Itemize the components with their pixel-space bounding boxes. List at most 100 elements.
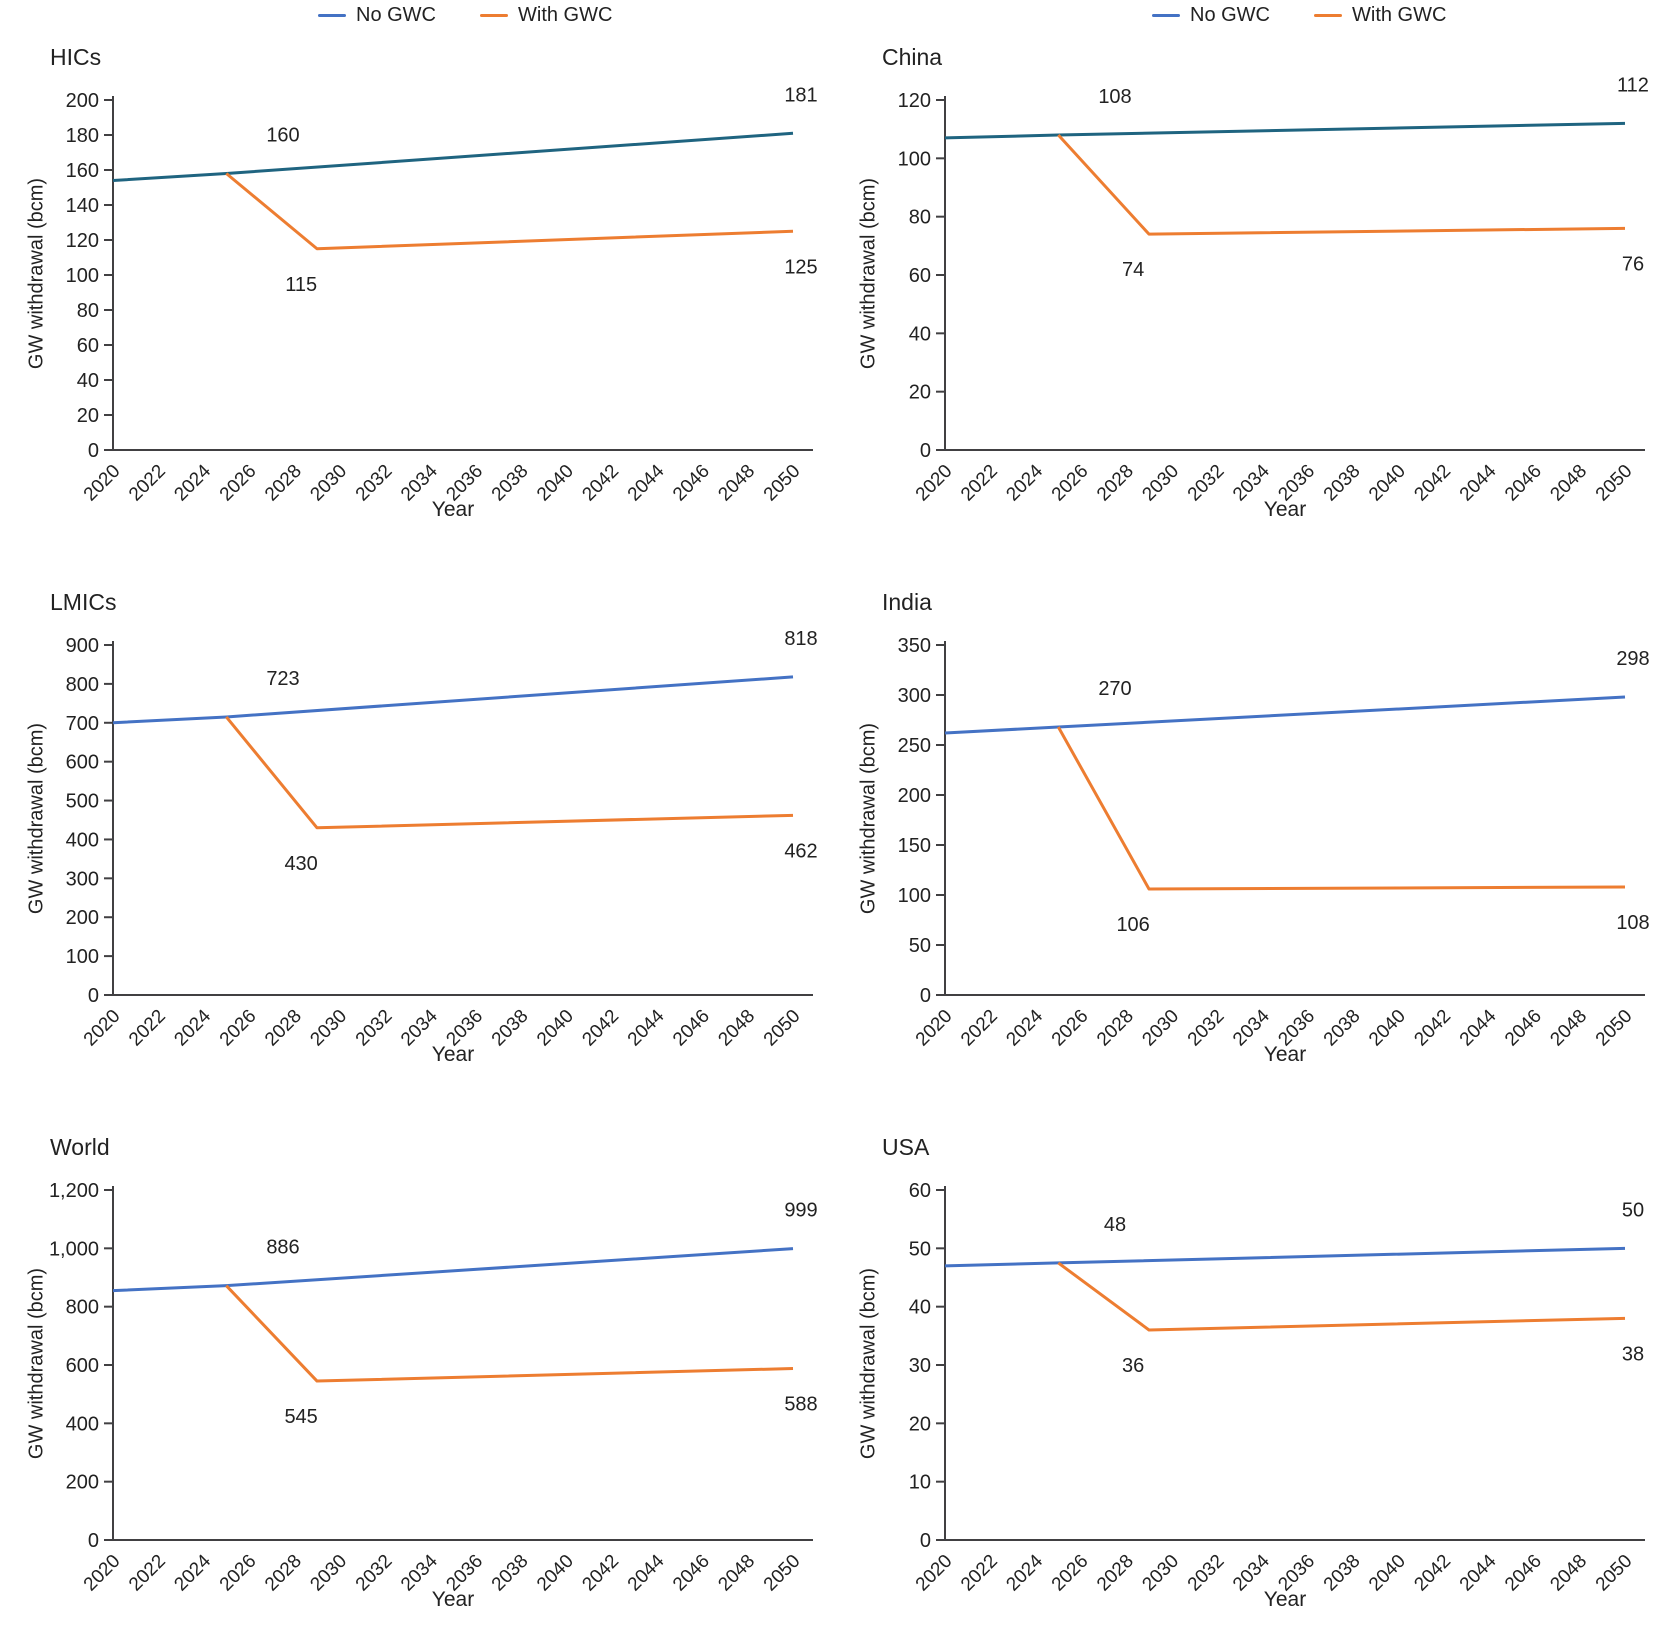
x-tick-label: 2048 xyxy=(714,1006,759,1051)
y-tick-label: 180 xyxy=(66,125,99,147)
y-tick-label: 300 xyxy=(66,868,99,890)
annotation-with-gwc-2050-value: 588 xyxy=(784,1394,817,1416)
y-tick-label: 100 xyxy=(898,885,931,907)
x-tick-label: 2046 xyxy=(1501,1006,1546,1051)
x-tick-label: 2050 xyxy=(760,1006,805,1051)
legend-item-with-gwc: With GWC xyxy=(480,4,612,27)
x-tick-label: 2022 xyxy=(957,1006,1002,1051)
x-tick-label: 2022 xyxy=(125,461,170,506)
x-axis-title: Year xyxy=(1263,1588,1307,1611)
x-tick-label: 2044 xyxy=(1456,1005,1501,1050)
y-tick-label: 20 xyxy=(77,405,99,427)
with-gwc-line-swatch-icon xyxy=(1314,14,1342,17)
annotation-no-gwc-2050-value: 818 xyxy=(784,628,817,650)
annotation-with-gwc-min-value: 74 xyxy=(1122,259,1144,281)
panel-hics: HICs GW withdrawal (bcm) 0 20 40 60 80 100 120… xyxy=(8,0,838,540)
x-tick-label: 2020 xyxy=(912,1551,957,1596)
x-tick-label: 2022 xyxy=(125,1551,170,1596)
legend-with-gwc-label: With GWC xyxy=(518,4,613,26)
annotation-no-gwc-2050-value: 181 xyxy=(784,84,817,106)
annotation-with-gwc-min-value: 106 xyxy=(1116,914,1149,936)
x-tick-label: 2022 xyxy=(957,461,1002,506)
x-tick-label: 2048 xyxy=(1546,1006,1591,1051)
y-tick-label: 120 xyxy=(66,230,99,252)
annotation-with-gwc-2050-value: 38 xyxy=(1622,1343,1644,1365)
x-tick-label: 2048 xyxy=(714,1551,759,1596)
annotation-with-gwc-2050-value: 108 xyxy=(1616,912,1649,934)
x-axis-title: Year xyxy=(1263,1043,1307,1066)
legend-item-with-gwc: With GWC xyxy=(1314,4,1446,27)
x-tick-label: 2044 xyxy=(624,460,669,505)
y-tick-label: 0 xyxy=(88,985,99,1007)
no-gwc-line xyxy=(944,1246,1626,1268)
y-tick-label: 100 xyxy=(66,946,99,968)
no-gwc-line-swatch-icon xyxy=(318,14,346,17)
x-tick-label: 2024 xyxy=(170,1005,215,1050)
no-gwc-line xyxy=(944,695,1626,735)
annotation-policy-start-value: 270 xyxy=(1098,678,1131,700)
y-tick-label: 100 xyxy=(66,265,99,287)
panel-china: China GW withdrawal (bcm) 0 20 40 60 80 100 12… xyxy=(840,0,1670,540)
annotation-no-gwc-2050-value: 999 xyxy=(784,1200,817,1222)
panel-title: HICs xyxy=(50,44,102,70)
x-tick-label: 2020 xyxy=(912,1006,957,1051)
y-tick-label: 30 xyxy=(909,1355,931,1377)
y-tick-label: 800 xyxy=(66,674,99,696)
annotation-with-gwc-2050-value: 125 xyxy=(784,256,817,278)
panel-lmics: LMICs GW withdrawal (bcm) 0 100 200 300 400 5… xyxy=(8,545,838,1085)
x-tick-label: 2024 xyxy=(170,1550,215,1595)
panel-usa: USA GW withdrawal (bcm) 0 10 20 30 40 50 60 202… xyxy=(840,1090,1670,1630)
x-tick-label: 2048 xyxy=(1546,461,1591,506)
annotation-with-gwc-min-value: 430 xyxy=(284,853,317,875)
x-tick-label: 2046 xyxy=(1501,1551,1546,1596)
legend-left-column: No GWC With GWC xyxy=(318,4,612,27)
x-tick-label: 2028 xyxy=(1093,1006,1138,1051)
legend-no-gwc-label: No GWC xyxy=(1190,4,1270,26)
y-tick-label: 80 xyxy=(77,300,99,322)
legend-right-column: No GWC With GWC xyxy=(1152,4,1446,27)
no-gwc-line xyxy=(112,675,794,725)
x-tick-label: 2028 xyxy=(261,461,306,506)
with-gwc-line xyxy=(225,1284,794,1383)
y-tick-label: 200 xyxy=(66,90,99,112)
no-gwc-line-swatch-icon xyxy=(1152,14,1180,17)
y-tick-label: 800 xyxy=(66,1297,99,1319)
x-tick-label: 2028 xyxy=(261,1551,306,1596)
y-tick-label: 900 xyxy=(66,635,99,657)
annotation-with-gwc-min-value: 115 xyxy=(285,274,317,296)
with-gwc-line xyxy=(1057,133,1626,236)
y-tick-label: 0 xyxy=(88,1530,99,1552)
y-tick-label: 20 xyxy=(909,1413,931,1435)
with-gwc-line xyxy=(225,172,794,251)
panel-title: World xyxy=(50,1134,110,1160)
annotation-with-gwc-min-value: 545 xyxy=(284,1406,317,1428)
panel-title: India xyxy=(882,589,932,615)
annotation-policy-start-value: 723 xyxy=(266,668,299,690)
y-tick-label: 40 xyxy=(909,323,931,345)
x-tick-label: 2026 xyxy=(1048,1006,1093,1051)
with-gwc-line-swatch-icon xyxy=(480,14,508,17)
annotation-policy-start-value: 48 xyxy=(1104,1214,1126,1236)
x-tick-label: 2020 xyxy=(80,1551,125,1596)
with-gwc-line xyxy=(1057,726,1626,891)
x-axis-title: Year xyxy=(431,1043,475,1066)
y-tick-label: 160 xyxy=(66,160,99,182)
y-tick-label: 500 xyxy=(66,791,99,813)
x-tick-label: 2020 xyxy=(80,461,125,506)
x-tick-label: 2050 xyxy=(760,461,805,506)
x-tick-label: 2046 xyxy=(669,1006,714,1051)
y-tick-label: 60 xyxy=(909,265,931,287)
panel-title: LMICs xyxy=(50,589,117,615)
y-tick-label: 60 xyxy=(77,335,99,357)
y-tick-label: 140 xyxy=(66,195,99,217)
legend-with-gwc-label: With GWC xyxy=(1352,4,1447,26)
y-tick-label: 50 xyxy=(909,935,931,957)
y-tick-label: 700 xyxy=(66,713,99,735)
x-tick-label: 2026 xyxy=(1048,461,1093,506)
annotation-with-gwc-min-value: 36 xyxy=(1122,1355,1144,1377)
y-tick-label: 150 xyxy=(898,835,931,857)
y-tick-label: 1,200 xyxy=(49,1180,99,1202)
x-tick-label: 2024 xyxy=(1002,1550,1047,1595)
y-tick-label: 60 xyxy=(909,1180,931,1202)
